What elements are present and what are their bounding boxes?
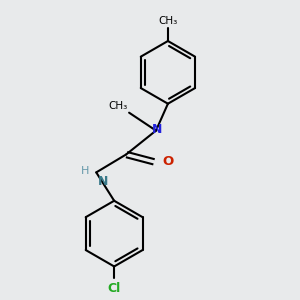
Text: N: N [98,175,108,188]
Text: CH₃: CH₃ [108,101,128,111]
Text: CH₃: CH₃ [158,16,178,26]
Text: O: O [162,155,173,168]
Text: H: H [80,166,89,176]
Text: N: N [152,123,163,136]
Text: Cl: Cl [107,282,121,295]
